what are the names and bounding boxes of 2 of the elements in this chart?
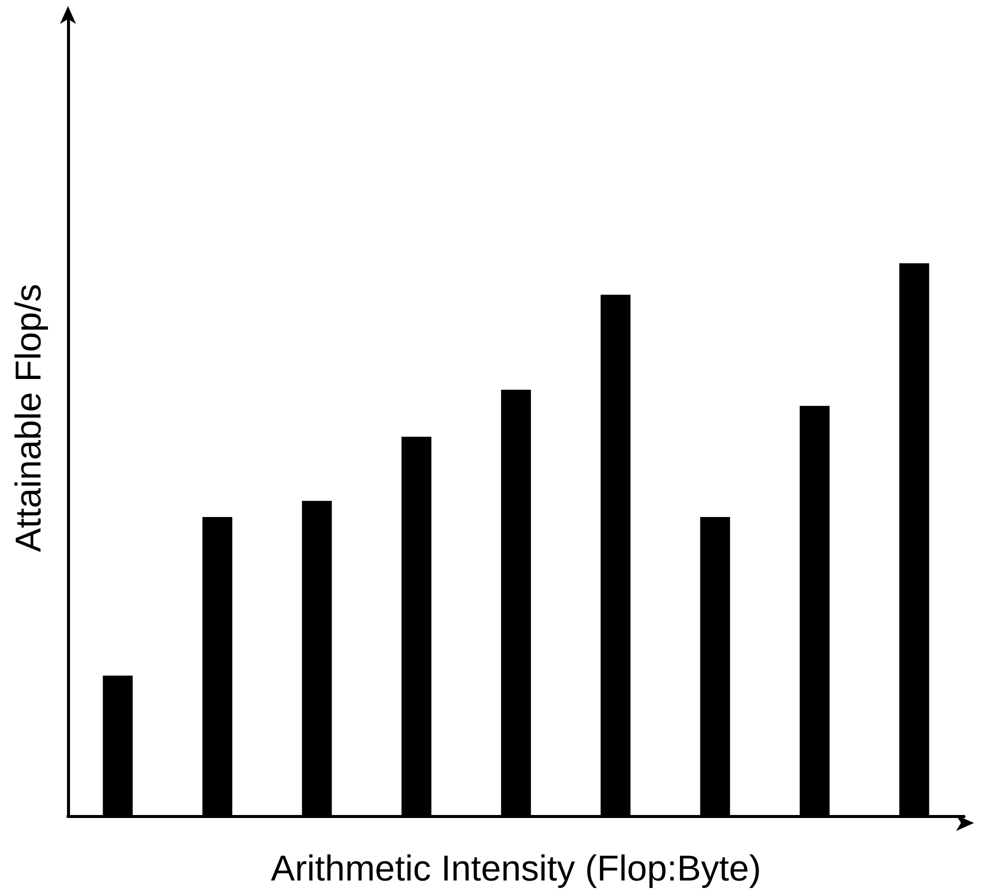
y-axis-title: Attainable Flop/s <box>8 284 48 552</box>
x-axis-title: Arithmetic Intensity (Flop:Byte) <box>270 848 762 888</box>
